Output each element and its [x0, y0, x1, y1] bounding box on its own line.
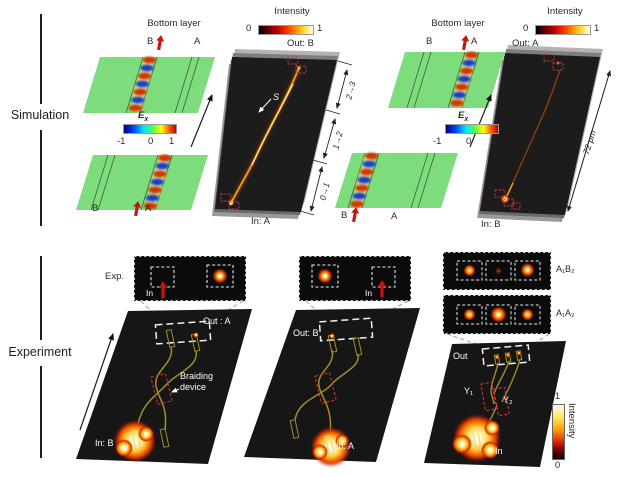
- sim-left-bottom-layer-label: Bottom layer: [147, 18, 201, 29]
- sim-right-map-a-label: A: [391, 211, 398, 222]
- exp1-device-panel: [76, 309, 252, 464]
- exp2-in-label: In: A: [336, 441, 355, 451]
- braiding-pointer-arrow: [171, 387, 180, 393]
- sim-left-out-label: Out: B: [287, 38, 314, 49]
- exp3-colorbar-label: Intensity: [566, 403, 577, 439]
- exp3-inset-a1a2: [442, 294, 552, 335]
- exp1-exp-label: Exp.: [105, 271, 125, 282]
- exp1-inset: [133, 255, 247, 302]
- sim-left-ex-colorbar: [123, 124, 177, 134]
- port-markers: [494, 53, 564, 210]
- exp1-braiding-label: Braiding device: [180, 371, 214, 392]
- red-arrow-sim-right-bottom: [349, 206, 361, 223]
- output-region-box: [318, 317, 374, 342]
- faint-light-path: [505, 69, 561, 199]
- waveguides: [294, 349, 359, 437]
- y1-box: [480, 381, 497, 412]
- red-arrow-sim-left-top: [154, 34, 166, 51]
- sim-right-port-b-label: B: [426, 36, 433, 47]
- output-spot: [194, 333, 198, 337]
- exp2-inset: [298, 255, 412, 302]
- port-box-bright: [206, 264, 234, 288]
- exp3-colorbar-min: 0: [554, 460, 561, 471]
- output-region-box: [481, 344, 531, 367]
- sim-right-in-label: In: B: [481, 219, 501, 230]
- sim-left-ex-label: Ex: [138, 110, 149, 123]
- exp2-inset-in-label: In: [365, 288, 373, 298]
- sim-right-intensity-max: 1: [594, 23, 600, 34]
- propagation-arrow: [469, 94, 492, 148]
- layer-segment-arrows: [299, 60, 353, 216]
- sim-left-in-label: In: A: [251, 216, 271, 227]
- exp-bracket-line-bottom: [40, 366, 42, 458]
- s-pointer-arrow: [258, 98, 272, 113]
- propagation-arrow: [190, 94, 213, 148]
- sim-right-field-map-bottom: [335, 152, 458, 209]
- sim-left-s-label: S: [273, 92, 280, 102]
- sim-left-field-map-top: [83, 56, 215, 114]
- sim-right-ex-max: 1: [490, 136, 496, 147]
- braiding-device-box: [314, 371, 337, 405]
- section-simulation: Simulation: [10, 108, 70, 122]
- sim-left-map-b-label: B: [92, 203, 99, 214]
- sim-left-ex-max: 1: [169, 136, 175, 147]
- exp3-row1-label: A₁B₂: [556, 264, 575, 274]
- waveguides: [136, 346, 197, 431]
- exp3-colorbar-max: 1: [554, 391, 561, 402]
- sim-left-intensity-min: 0: [246, 23, 252, 34]
- sim-right-intensity-label: Intensity: [547, 6, 583, 17]
- sim-left-port-b-label: B: [147, 36, 154, 47]
- sim-right-port-a-label: A: [471, 36, 478, 47]
- exp2-device-panel: [244, 308, 420, 467]
- sim-left-port-a-label: A: [194, 36, 201, 47]
- braided-light-path-core: [251, 83, 294, 166]
- sim-left-device-panel: [190, 49, 353, 219]
- sim-left-ex-min: -1: [117, 136, 126, 147]
- sim-left-ex-mid: 0: [148, 136, 154, 147]
- scale-arrow: [567, 70, 611, 212]
- exp2-out-label: Out: B: [293, 328, 319, 338]
- exp3-in-label: In: [495, 446, 503, 456]
- exp3-row2-label: A₁A₂: [556, 308, 575, 318]
- exp3-y1-label: Y₁: [464, 386, 474, 396]
- braiding-device-box: [150, 372, 173, 406]
- sim-right-bottom-layer-label: Bottom layer: [431, 18, 485, 29]
- exp1-out-label: Out : A: [203, 316, 231, 326]
- sim-right-ex-label: Ex: [458, 110, 469, 123]
- sim-left-intensity-colorbar: [258, 25, 314, 35]
- sim-right-intensity-min: 0: [523, 23, 529, 34]
- sim-left-intensity-max: 1: [317, 23, 323, 34]
- sim-bracket-line-top: [40, 14, 42, 104]
- output-spot: [330, 334, 334, 338]
- port-markers: [220, 56, 307, 210]
- exp-bracket-line-top: [40, 256, 42, 340]
- exp3-y2-label: Y₂: [503, 395, 513, 405]
- propagation-arrow: [79, 333, 114, 431]
- exp3-intensity-colorbar: [552, 404, 565, 460]
- exp1-inset-in-label: In: [146, 288, 154, 298]
- sim-left-field-map-bottom: [76, 154, 208, 211]
- sim-right-ex-mid: 0: [466, 136, 472, 147]
- sim-bracket-line-bottom: [40, 130, 42, 226]
- exp3-out-label: Out: [453, 351, 468, 361]
- sim-right-intensity-colorbar: [535, 25, 591, 35]
- output-region-box: [154, 320, 212, 345]
- y2-box: [493, 386, 510, 417]
- sim-left-intensity-label: Intensity: [274, 6, 310, 17]
- sim-right-out-label: Out: A: [512, 38, 539, 49]
- port-box-bright: [311, 264, 339, 288]
- sim-right-ex-min: -1: [433, 136, 442, 147]
- exp3-device-panel: [424, 341, 566, 467]
- exp1-in-label: In: B: [95, 438, 114, 448]
- sim-right-map-b-label: B: [341, 210, 348, 221]
- sim-right-ex-colorbar: [445, 124, 499, 134]
- sim-left-map-a-label: A: [145, 203, 152, 214]
- sim-right-device-panel: [469, 45, 611, 222]
- section-experiment: Experiment: [8, 345, 72, 359]
- red-arrow-sim-right-top: [459, 34, 471, 51]
- sim-right-field-map-top: [388, 51, 505, 109]
- exp3-inset-a1b2: [442, 251, 552, 291]
